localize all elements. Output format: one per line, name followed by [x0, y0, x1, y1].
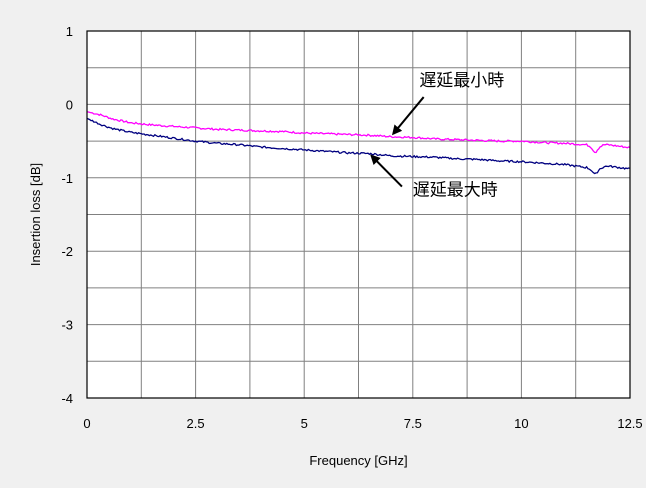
plot-border	[86, 30, 631, 399]
y-tick-label: 1	[66, 24, 73, 39]
annotations: 遅延最小時 遅延最大時	[370, 71, 504, 200]
y-tick-labels: 1 0 -1 -2 -3 -4	[61, 24, 73, 406]
x-tick-label: 12.5	[617, 416, 642, 431]
annotation-label-min-delay: 遅延最小時	[419, 71, 504, 91]
x-axis-title: Frequency [GHz]	[309, 453, 407, 468]
x-tick-label: 5	[301, 416, 308, 431]
y-tick-label: -2	[61, 244, 73, 259]
y-tick-label: -3	[61, 318, 73, 333]
x-tick-label: 10	[514, 416, 528, 431]
series-layer	[86, 111, 631, 175]
y-tick-label: -1	[61, 171, 73, 186]
y-tick-label: -4	[61, 391, 73, 406]
grid-lines	[87, 31, 630, 398]
series-line-1	[86, 111, 631, 154]
y-tick-label: 0	[66, 97, 73, 112]
x-tick-label: 0	[83, 416, 90, 431]
x-tick-labels: 0 2.5 5 7.5 10 12.5	[83, 416, 642, 431]
annotation-label-max-delay: 遅延最大時	[413, 180, 498, 200]
annotation-arrow-min-delay	[391, 96, 425, 136]
x-tick-label: 2.5	[187, 416, 205, 431]
annotation-arrow-max-delay	[370, 154, 403, 188]
x-tick-label: 7.5	[404, 416, 422, 431]
y-axis-title: Insertion loss [dB]	[28, 163, 43, 266]
series-line-2	[86, 117, 631, 175]
